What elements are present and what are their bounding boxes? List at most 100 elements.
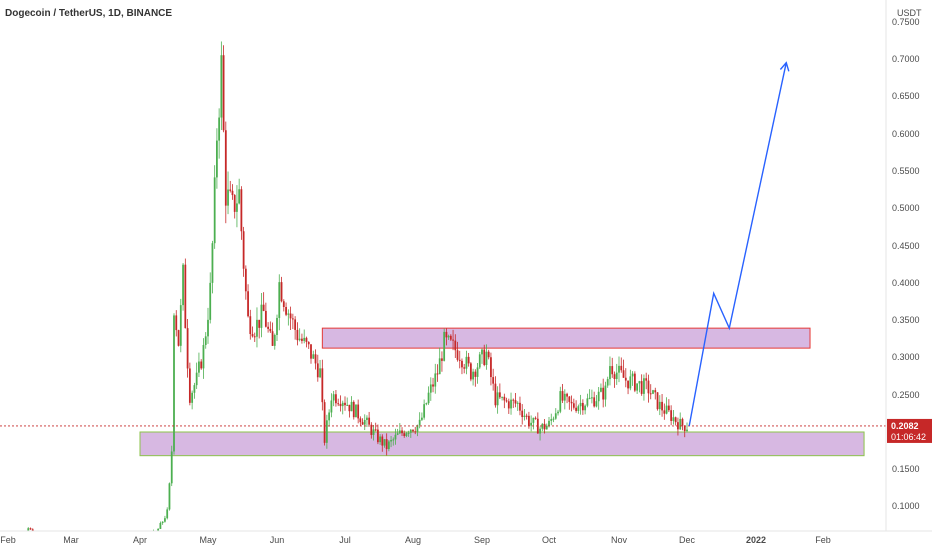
- candle-body: [247, 291, 249, 317]
- candle: [361, 418, 364, 425]
- candle: [238, 178, 241, 205]
- candle-body: [681, 418, 684, 426]
- candle: [193, 382, 196, 399]
- candle: [191, 390, 194, 410]
- candle-body: [523, 415, 526, 417]
- candle-body: [545, 425, 548, 430]
- candle: [344, 396, 346, 411]
- candle-body: [159, 522, 162, 529]
- candle: [661, 394, 663, 417]
- price-tick-label: 0.3000: [892, 352, 920, 362]
- candle-body: [398, 430, 401, 434]
- candle: [312, 350, 315, 359]
- support-zone[interactable]: [139, 431, 865, 457]
- candle-body: [568, 396, 571, 402]
- candle: [510, 392, 512, 415]
- candle-body: [528, 415, 530, 426]
- candle: [403, 430, 406, 438]
- candle: [229, 180, 232, 193]
- candle-body: [579, 402, 582, 407]
- candle-body: [436, 373, 439, 375]
- time-tick-label: Feb: [0, 535, 16, 545]
- candle: [321, 359, 324, 411]
- candle-body: [548, 420, 550, 426]
- candle-body: [550, 419, 553, 421]
- candle: [264, 302, 267, 328]
- projection-line[interactable]: [688, 62, 787, 427]
- candle-body: [269, 328, 272, 332]
- candle: [244, 265, 247, 300]
- candle-body: [575, 407, 577, 411]
- candle: [552, 416, 555, 423]
- candle: [474, 369, 477, 387]
- candle: [385, 433, 388, 456]
- candle-body: [472, 371, 474, 380]
- candle: [269, 321, 272, 334]
- candle-body: [476, 367, 479, 377]
- candle: [469, 362, 472, 382]
- candle-body: [260, 304, 263, 328]
- candle: [249, 309, 252, 340]
- candle: [296, 322, 299, 346]
- candle-body: [157, 528, 160, 531]
- candle-body: [394, 434, 397, 440]
- candle: [654, 387, 657, 400]
- candle-body: [168, 483, 171, 510]
- candle: [568, 396, 571, 410]
- candle: [222, 45, 225, 133]
- candle: [640, 374, 643, 396]
- candle: [370, 422, 373, 439]
- candle: [273, 333, 276, 350]
- candle-body: [541, 423, 544, 429]
- price-axis[interactable]: 0.1000 0.1500 0.2500 0.3000 0.3500 0.4000 0.45…: [892, 17, 920, 511]
- candle-body: [494, 383, 497, 406]
- candle: [604, 381, 607, 407]
- candle: [337, 398, 340, 407]
- candle: [374, 422, 377, 432]
- candle: [436, 364, 439, 382]
- candle: [198, 352, 200, 378]
- candle-body: [434, 373, 437, 387]
- candle-body: [418, 419, 421, 426]
- candle: [316, 354, 319, 382]
- candle: [670, 405, 673, 426]
- candle-body: [403, 433, 406, 437]
- candle-body: [686, 429, 688, 432]
- candle-body: [643, 378, 645, 394]
- candle-body: [251, 334, 254, 337]
- candle-body: [554, 413, 557, 419]
- candle-body: [552, 418, 555, 420]
- candle-body: [649, 393, 652, 395]
- candle: [184, 258, 187, 329]
- candle-body: [287, 313, 290, 315]
- candle-body: [301, 338, 303, 341]
- candle: [563, 389, 566, 410]
- candle: [624, 368, 627, 388]
- candle-body: [631, 373, 634, 377]
- candle: [494, 376, 497, 408]
- candle-body: [449, 335, 452, 340]
- candle: [532, 417, 535, 430]
- candle-body: [633, 373, 636, 391]
- resistance-zone[interactable]: [321, 327, 811, 349]
- candle: [519, 396, 521, 416]
- candle-body: [534, 417, 537, 419]
- candle: [572, 398, 575, 410]
- time-tick-label: Feb: [815, 535, 831, 545]
- candle-body: [267, 326, 269, 329]
- candle: [161, 521, 164, 525]
- candle: [173, 313, 175, 455]
- candle: [372, 425, 375, 441]
- candle: [584, 404, 587, 415]
- candle: [631, 371, 634, 386]
- candle: [346, 397, 349, 406]
- candle-body: [401, 430, 403, 434]
- candle: [602, 378, 605, 408]
- candle-body: [652, 390, 654, 394]
- candle-body: [478, 354, 481, 368]
- candle: [577, 404, 580, 414]
- candle-body: [328, 412, 331, 421]
- candle: [383, 439, 386, 448]
- time-axis[interactable]: Feb Mar Apr May Jun Jul Aug Sep Oct Nov Dec 2022 Feb: [0, 535, 831, 545]
